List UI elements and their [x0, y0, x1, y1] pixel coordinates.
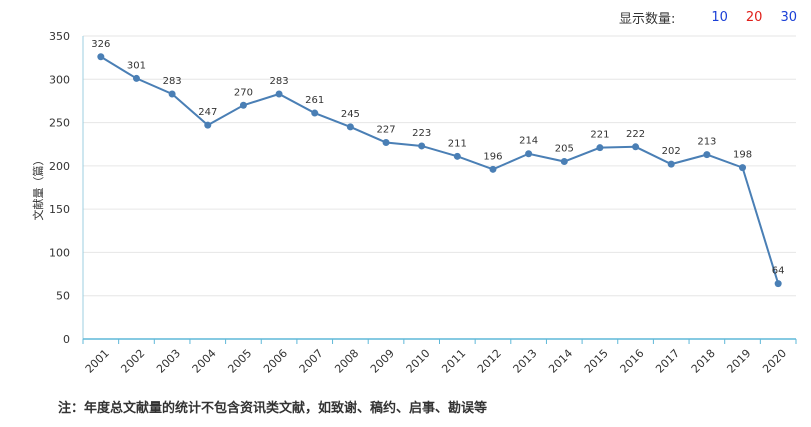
x-tick-label: 2004	[190, 347, 219, 376]
data-label: 247	[198, 107, 217, 118]
data-point	[774, 280, 782, 288]
data-point	[382, 138, 390, 146]
data-point	[204, 121, 212, 129]
data-point	[560, 158, 568, 166]
data-label: 222	[626, 129, 645, 140]
y-tick-label: 50	[56, 290, 70, 303]
data-point	[311, 109, 319, 117]
x-tick-label: 2020	[760, 347, 789, 376]
data-label: 211	[448, 138, 467, 149]
x-tick-label: 2007	[297, 347, 326, 376]
y-tick-label: 200	[49, 160, 70, 173]
x-tick-label: 2001	[83, 347, 112, 376]
display-count-option-20[interactable]: 20	[745, 10, 763, 25]
data-label: 214	[519, 136, 538, 147]
y-tick-label: 150	[49, 203, 70, 216]
data-point	[168, 90, 176, 98]
data-point	[739, 164, 747, 172]
data-label: 223	[412, 128, 431, 139]
x-tick-label: 2003	[154, 347, 183, 376]
data-point	[346, 123, 354, 131]
data-label: 202	[662, 146, 681, 157]
display-count-option-30[interactable]: 30	[780, 10, 797, 25]
y-tick-label: 250	[49, 117, 70, 130]
x-tick-label: 2008	[332, 347, 361, 376]
data-point	[453, 152, 461, 160]
display-count-option-10[interactable]: 10	[711, 10, 728, 25]
display-count-label: 显示数量:	[618, 12, 676, 27]
data-label: 227	[376, 124, 395, 135]
data-point	[703, 151, 711, 159]
x-tick-label: 2018	[689, 347, 718, 376]
data-label: 198	[733, 150, 752, 161]
x-tick-label: 2010	[404, 347, 433, 376]
x-tick-label: 2015	[582, 347, 611, 376]
data-label: 196	[483, 151, 502, 162]
data-label: 301	[127, 60, 146, 71]
data-point	[97, 53, 105, 61]
data-label: 270	[234, 87, 253, 98]
x-tick-label: 2012	[475, 347, 504, 376]
data-label: 205	[555, 144, 574, 155]
data-point	[525, 150, 533, 158]
x-tick-label: 2005	[225, 347, 254, 376]
data-point	[632, 143, 640, 151]
x-tick-label: 2019	[724, 347, 753, 376]
data-label: 326	[91, 39, 110, 50]
display-count-control: 显示数量: 10 20 30	[619, 8, 797, 27]
y-tick-label: 100	[49, 246, 70, 259]
data-label: 64	[772, 266, 785, 277]
y-axis-title: 文献量（篇）	[31, 155, 45, 221]
data-label: 261	[305, 95, 324, 106]
x-tick-label: 2017	[653, 347, 682, 376]
data-point	[596, 144, 604, 152]
x-tick-label: 2009	[368, 347, 397, 376]
data-label: 283	[270, 76, 289, 87]
series-line	[100, 55, 780, 284]
x-tick-label: 2016	[618, 347, 647, 376]
data-point	[239, 101, 247, 109]
data-point	[667, 160, 675, 168]
x-tick-label: 2011	[439, 347, 468, 376]
data-label: 221	[590, 130, 609, 141]
data-point	[275, 90, 283, 98]
x-tick-label: 2014	[546, 347, 575, 376]
data-point	[489, 165, 497, 173]
y-tick-label: 0	[63, 333, 70, 346]
data-label: 283	[163, 76, 182, 87]
y-tick-label: 350	[49, 30, 70, 43]
x-tick-label: 2013	[511, 347, 540, 376]
footnote: 注：年度总文献量的统计不包含资讯类文献，如致谢、稿约、启事、勘误等	[58, 401, 488, 416]
y-tick-label: 300	[49, 73, 70, 86]
data-label: 213	[697, 137, 716, 148]
x-tick-label: 2002	[118, 347, 147, 376]
data-point	[418, 142, 426, 150]
data-point	[132, 74, 140, 82]
x-tick-label: 2006	[261, 347, 290, 376]
data-label: 245	[341, 109, 360, 120]
